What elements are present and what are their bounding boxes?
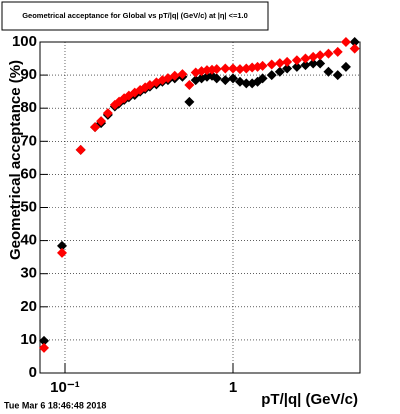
x-axis-label: pT/|q| (GeV/c) bbox=[261, 391, 358, 408]
marker bbox=[38, 335, 49, 346]
marker bbox=[274, 58, 285, 69]
marker bbox=[349, 43, 360, 54]
marker bbox=[323, 66, 334, 77]
y-tick-label: 60 bbox=[20, 165, 37, 182]
y-tick-label: 70 bbox=[20, 132, 37, 149]
marker bbox=[75, 144, 86, 155]
marker bbox=[282, 63, 293, 74]
marker bbox=[266, 59, 277, 70]
marker bbox=[228, 63, 239, 74]
marker bbox=[177, 69, 188, 80]
marker bbox=[241, 78, 252, 89]
marker bbox=[315, 50, 326, 61]
marker bbox=[57, 240, 68, 251]
marker bbox=[90, 122, 101, 133]
marker bbox=[323, 48, 334, 59]
marker bbox=[315, 58, 326, 69]
y-tick-label: 100 bbox=[12, 33, 37, 50]
marker bbox=[96, 116, 107, 127]
marker bbox=[228, 73, 239, 84]
marker bbox=[57, 247, 68, 258]
y-tick-label: 50 bbox=[20, 198, 37, 215]
marker bbox=[220, 75, 231, 86]
marker bbox=[282, 56, 293, 67]
marker bbox=[257, 73, 268, 84]
marker bbox=[332, 70, 343, 81]
marker bbox=[332, 46, 343, 57]
y-tick-label: 30 bbox=[20, 265, 37, 282]
y-axis-label: Geometrical acceptance (%) bbox=[7, 60, 24, 260]
chart-title: Geometrical acceptance for Global vs pT/… bbox=[22, 11, 248, 20]
marker bbox=[291, 55, 302, 66]
y-tick-label: 80 bbox=[20, 99, 37, 116]
y-tick-label: 10 bbox=[20, 331, 37, 348]
y-tick-label: 20 bbox=[20, 298, 37, 315]
marker bbox=[300, 60, 311, 71]
marker bbox=[102, 108, 113, 119]
x-tick-label: 1 bbox=[229, 379, 237, 396]
marker bbox=[257, 60, 268, 71]
marker bbox=[184, 96, 195, 107]
marker bbox=[340, 61, 351, 72]
marker bbox=[252, 61, 263, 72]
marker bbox=[220, 63, 231, 74]
y-tick-label: 40 bbox=[20, 232, 37, 249]
plot-frame bbox=[39, 41, 361, 374]
marker bbox=[308, 51, 319, 62]
marker bbox=[211, 73, 222, 84]
timestamp: Tue Mar 6 18:46:48 2018 bbox=[4, 400, 106, 410]
y-tick-label: 90 bbox=[20, 66, 37, 83]
marker bbox=[300, 53, 311, 64]
x-tick-label: 10⁻¹ bbox=[50, 379, 80, 396]
marker bbox=[234, 64, 245, 75]
y-tick-label: 0 bbox=[29, 364, 37, 381]
marker bbox=[184, 80, 195, 91]
marker bbox=[211, 64, 222, 75]
marker bbox=[169, 70, 180, 81]
marker bbox=[274, 66, 285, 77]
title-box bbox=[1, 1, 269, 31]
marker bbox=[266, 70, 277, 81]
marker bbox=[291, 61, 302, 72]
marker bbox=[349, 37, 360, 47]
marker bbox=[308, 58, 319, 69]
marker bbox=[340, 37, 351, 47]
marker bbox=[38, 342, 49, 353]
